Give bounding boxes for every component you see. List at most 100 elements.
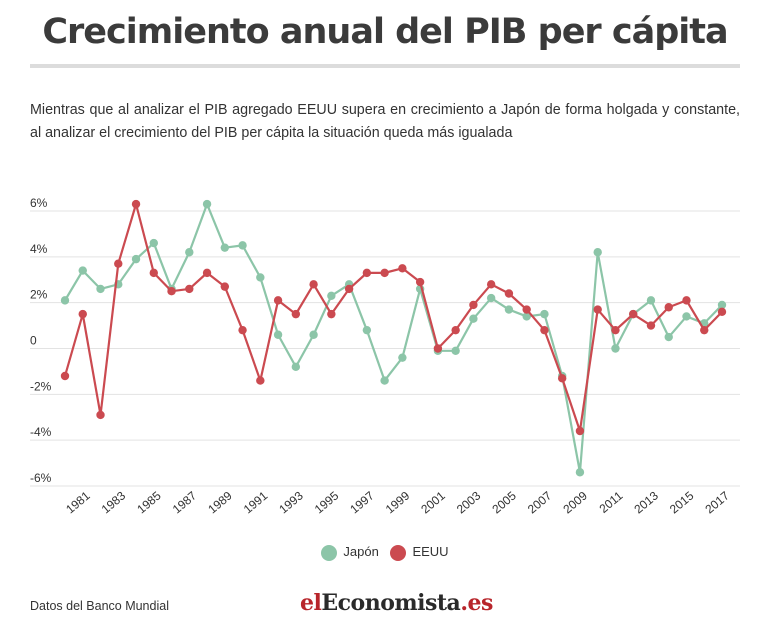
- y-tick-label: 6%: [30, 196, 48, 210]
- data-point: [202, 199, 212, 209]
- x-tick-label: 2017: [702, 488, 732, 516]
- data-point: [664, 303, 673, 312]
- grid-lines: [30, 210, 740, 487]
- x-tick-label: 1997: [347, 488, 377, 516]
- data-point: [415, 277, 425, 287]
- x-tick-label: 2005: [489, 488, 519, 516]
- y-tick-label: 0: [30, 334, 37, 348]
- data-point: [611, 344, 620, 353]
- data-point: [220, 243, 230, 252]
- data-point: [682, 312, 691, 321]
- data-point: [78, 266, 87, 275]
- data-point: [469, 314, 478, 323]
- x-tick-label: 2011: [597, 488, 626, 516]
- x-tick-label: 2013: [631, 488, 661, 516]
- data-point: [451, 325, 460, 335]
- data-point: [238, 241, 247, 250]
- x-tick-label: 1981: [63, 488, 93, 516]
- data-point: [149, 238, 158, 248]
- x-tick-label: 2007: [525, 488, 555, 516]
- legend-item-japan[interactable]: Japón: [321, 544, 379, 561]
- data-point: [522, 312, 531, 321]
- chart-title: Crecimiento anual del PIB per cápita: [42, 12, 728, 52]
- data-point: [273, 330, 283, 339]
- data-point: [60, 371, 70, 381]
- chart-subtitle: Mientras que al analizar el PIB agregado…: [30, 102, 740, 141]
- data-point: [575, 426, 585, 436]
- data-point: [593, 305, 602, 314]
- brand-prefix: el: [300, 590, 322, 616]
- legend-label: Japón: [343, 544, 379, 560]
- brand-suffix: .es: [460, 590, 493, 616]
- x-tick-label: 2009: [560, 488, 590, 516]
- x-tick-label: 1983: [99, 488, 129, 516]
- data-point: [96, 284, 105, 294]
- data-point: [611, 325, 620, 335]
- series-usa: [60, 199, 727, 436]
- data-point: [646, 296, 656, 305]
- data-point: [486, 293, 496, 303]
- data-point: [327, 291, 336, 300]
- data-point: [451, 346, 460, 355]
- data-point: [380, 376, 389, 385]
- data-point: [96, 410, 105, 420]
- data-point: [629, 309, 638, 319]
- series-group: [60, 199, 727, 477]
- data-point: [540, 309, 549, 319]
- x-tick-label: 1993: [276, 488, 306, 516]
- line-chart: 6%4%2%0-2%-4%-6% 1981 1983 1985 1987 1989 199…: [30, 196, 740, 516]
- x-tick-label: 1987: [170, 488, 200, 516]
- y-tick-label: -4%: [30, 425, 52, 439]
- data-point: [131, 254, 141, 264]
- data-point: [362, 268, 372, 278]
- data-point: [220, 282, 230, 291]
- legend-item-usa[interactable]: EEUU: [390, 544, 449, 561]
- series-line: [64, 203, 723, 474]
- x-tick-label: 1989: [205, 488, 235, 516]
- series-line: [63, 203, 723, 433]
- y-tick-label: 2%: [30, 288, 48, 302]
- data-point: [717, 300, 727, 310]
- x-tick-label: 1985: [134, 488, 164, 516]
- data-point: [114, 259, 123, 268]
- data-point: [149, 268, 158, 278]
- data-point: [256, 273, 265, 282]
- data-point: [273, 296, 283, 305]
- data-point: [362, 325, 372, 335]
- data-point: [522, 305, 531, 314]
- x-tick-label: 1999: [383, 488, 413, 516]
- data-point: [504, 305, 514, 314]
- legend-dot-icon: [390, 544, 407, 561]
- data-point: [504, 289, 514, 298]
- data-point: [557, 374, 567, 383]
- x-axis-labels: 1981 1983 1985 1987 1989 1991 1993 1995 1997 1999…: [63, 488, 732, 516]
- data-point: [60, 296, 70, 305]
- data-point: [380, 268, 389, 278]
- data-point: [593, 248, 602, 257]
- brand-logo[interactable]: elEconomista.es: [300, 590, 493, 616]
- data-point: [469, 300, 478, 310]
- data-point: [327, 309, 336, 319]
- data-point: [664, 332, 673, 342]
- y-tick-label: -6%: [30, 471, 52, 485]
- source-note: Datos del Banco Mundial: [30, 599, 169, 613]
- brand-middle: Economista: [321, 590, 461, 616]
- data-point: [398, 264, 407, 273]
- data-point: [202, 268, 212, 278]
- data-point: [486, 280, 496, 289]
- data-point: [700, 325, 709, 335]
- x-tick-label: 2001: [418, 488, 448, 516]
- title-divider: [30, 64, 740, 68]
- x-tick-label: 2003: [454, 488, 484, 516]
- data-point: [131, 199, 141, 209]
- data-point: [185, 284, 194, 294]
- y-tick-label: -2%: [30, 379, 52, 393]
- data-point: [398, 353, 407, 362]
- data-point: [717, 307, 727, 317]
- data-point: [540, 325, 549, 335]
- data-point: [309, 330, 318, 339]
- legend-dot-icon: [321, 544, 338, 561]
- x-tick-label: 1995: [312, 488, 342, 516]
- data-point: [238, 325, 247, 335]
- data-point: [575, 468, 585, 477]
